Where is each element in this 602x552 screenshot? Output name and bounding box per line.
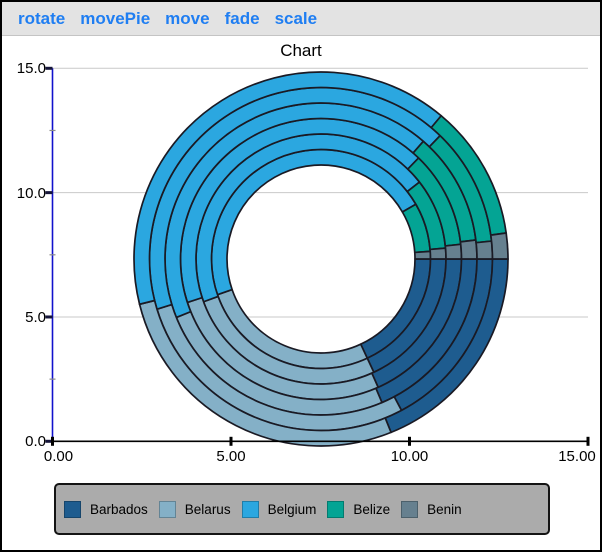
legend-swatch-barbados xyxy=(64,500,81,518)
donut-segment-benin-ring4[interactable] xyxy=(459,239,478,260)
legend-label: Belarus xyxy=(184,501,231,517)
x-axis-label: 5.00 xyxy=(216,448,246,466)
legend-swatch-belgium xyxy=(241,500,259,518)
y-axis-label: 5.0 xyxy=(25,308,46,326)
x-axis-label: 15.00 xyxy=(558,448,596,466)
legend-item-belarus[interactable]: Belarus xyxy=(158,500,231,518)
fade-link[interactable]: fade xyxy=(224,8,260,28)
legend-label: Benin xyxy=(427,501,462,517)
y-axis-label: 0.0 xyxy=(25,433,46,451)
move-link[interactable]: move xyxy=(165,8,210,28)
legend-item-barbados[interactable]: Barbados xyxy=(64,500,148,518)
legend-label: Barbados xyxy=(90,501,148,517)
legend-label: Belize xyxy=(353,501,391,517)
legend-swatch-belize xyxy=(327,500,345,518)
donut-segment-benin-ring1[interactable] xyxy=(413,250,432,260)
legend-swatch-benin xyxy=(401,500,419,518)
donut-segment-benin-ring5[interactable] xyxy=(475,240,494,260)
y-axis-label: 15.0 xyxy=(16,60,46,78)
donut-segment-benin-ring2[interactable] xyxy=(429,247,447,260)
movepie-link[interactable]: movePie xyxy=(80,8,151,28)
legend-swatch-belarus xyxy=(158,500,176,518)
legend-item-benin[interactable]: Benin xyxy=(401,500,462,518)
y-axis-label: 10.0 xyxy=(16,184,46,202)
x-axis-label: 10.00 xyxy=(390,448,429,466)
scale-link[interactable]: scale xyxy=(274,8,318,28)
toolbar: rotate movePie move fade scale xyxy=(2,2,600,36)
donut-segment-benin-ring3[interactable] xyxy=(444,243,463,260)
chart-title: Chart xyxy=(280,41,322,60)
x-axis-label: 0.00 xyxy=(43,448,74,466)
rotate-link[interactable]: rotate xyxy=(18,8,66,28)
legend: Barbados Belarus Belgium Belize Benin xyxy=(54,483,550,535)
legend-label: Belgium xyxy=(267,501,317,517)
legend-item-belize[interactable]: Belize xyxy=(327,500,391,518)
donut-segment-benin-ring6[interactable] xyxy=(489,232,509,260)
legend-item-belgium[interactable]: Belgium xyxy=(241,500,317,518)
